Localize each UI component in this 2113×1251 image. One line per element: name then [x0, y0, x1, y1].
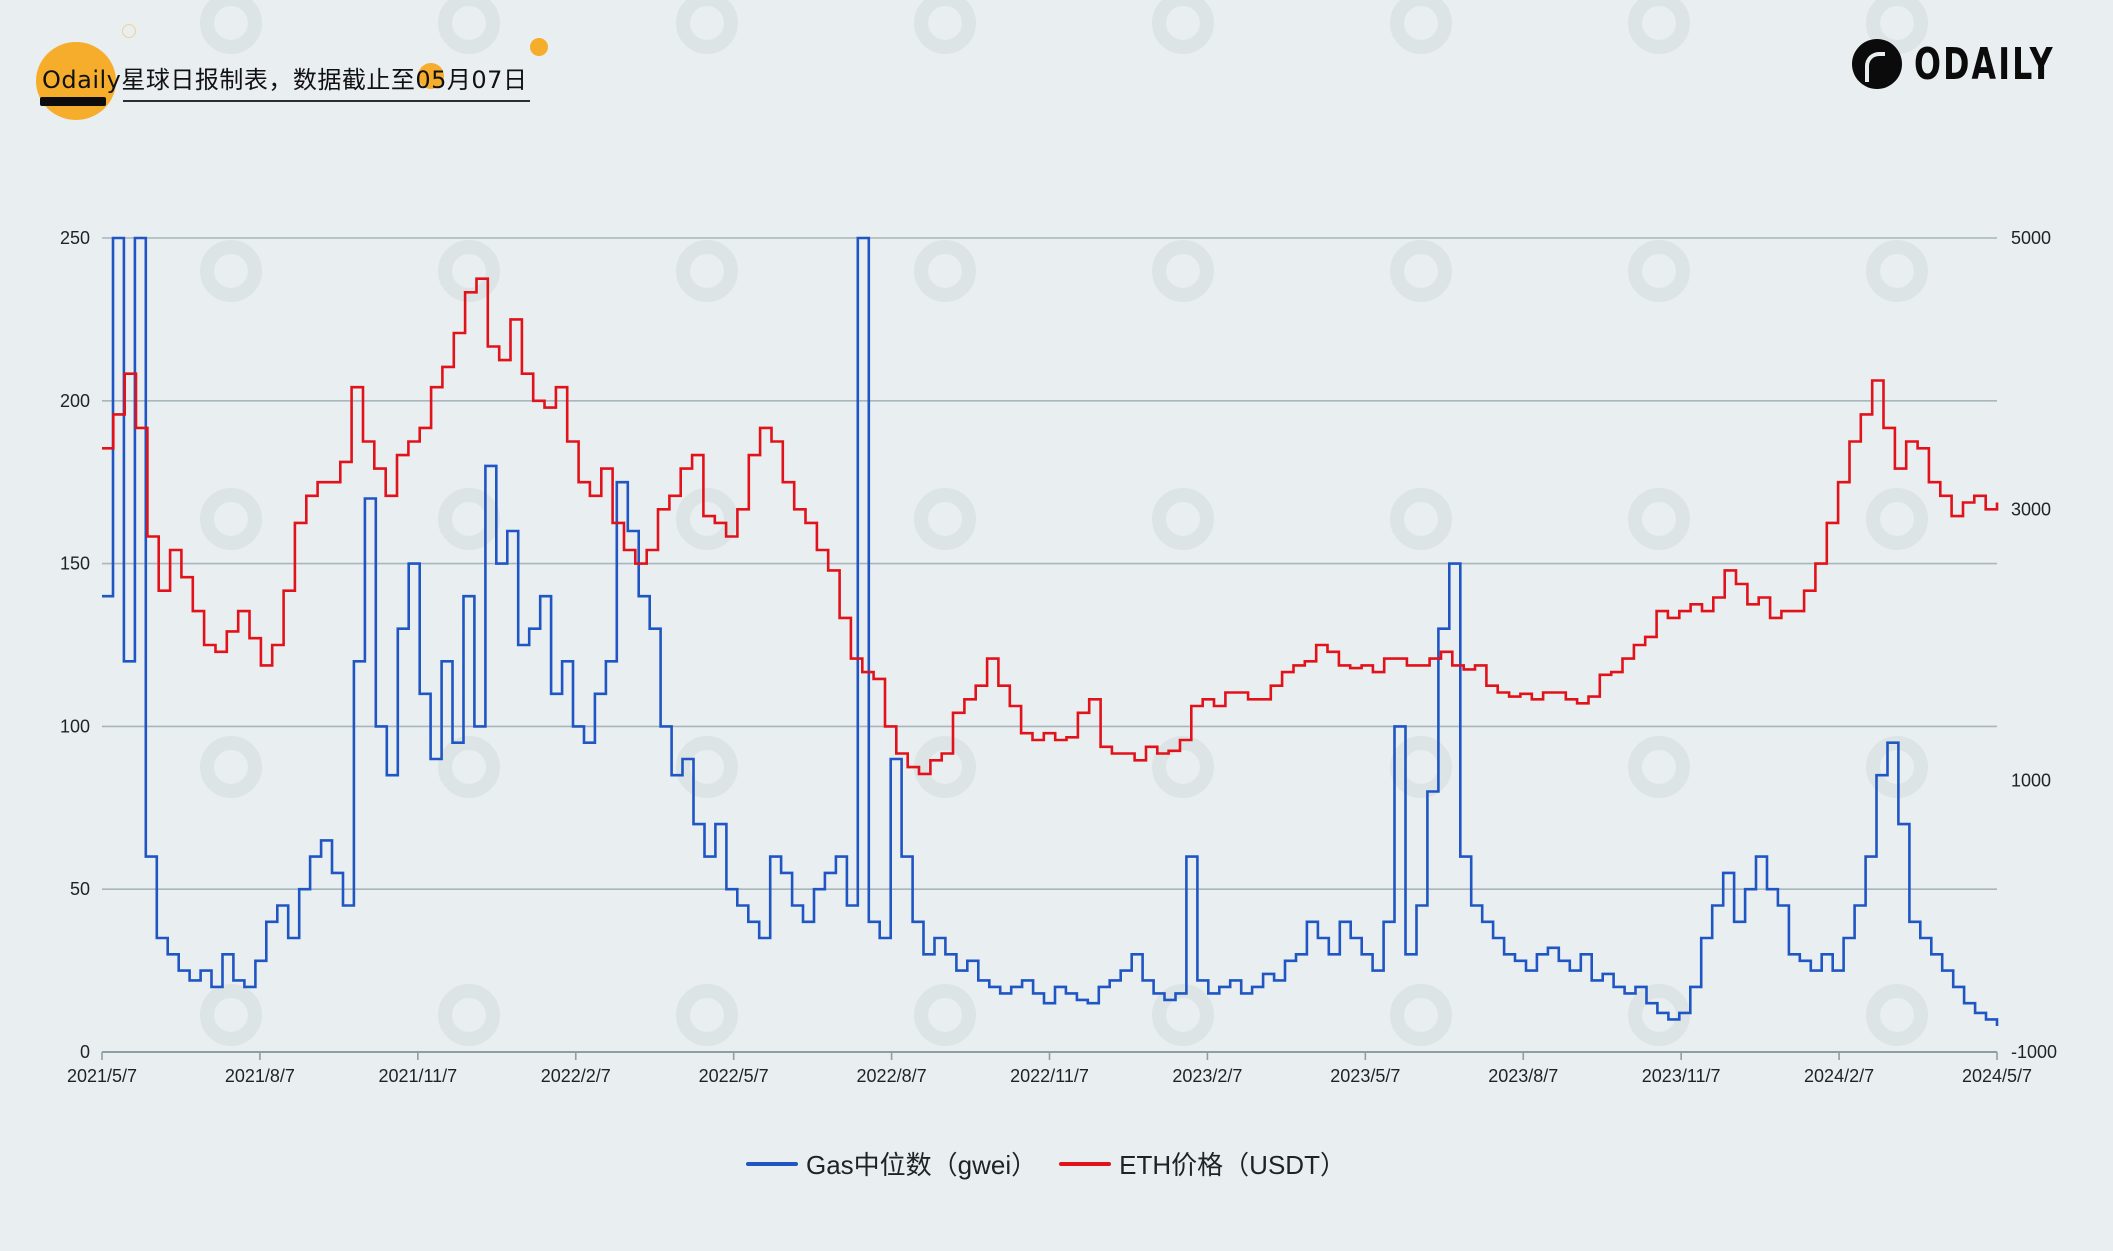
title-underline-bar: [40, 97, 106, 106]
legend-swatch-blue-icon: [746, 1161, 798, 1166]
brand-logo: ODAILY: [1852, 36, 2109, 92]
y-left-tick-label: 0: [80, 1042, 90, 1062]
chart-legend: Gas中位数（gwei） ETH价格（USDT）: [746, 1145, 1368, 1182]
gas-median-line: [102, 236, 1999, 1026]
y-left-tick-label: 100: [60, 716, 90, 736]
legend-item-gas[interactable]: Gas中位数（gwei）: [746, 1145, 1037, 1182]
y-right-tick-label: 1000: [2011, 771, 2051, 791]
x-tick-label: 2023/5/7: [1330, 1066, 1400, 1086]
x-tick-label: 2024/2/7: [1804, 1066, 1874, 1086]
decorative-ring: [122, 24, 136, 38]
x-tick-label: 2022/2/7: [541, 1066, 611, 1086]
x-tick-label: 2021/8/7: [225, 1066, 295, 1086]
legend-label-eth: ETH价格（USDT）: [1119, 1150, 1346, 1180]
y-right-tick-label: 3000: [2011, 499, 2051, 519]
legend-item-eth[interactable]: ETH价格（USDT）: [1059, 1145, 1346, 1182]
legend-swatch-red-icon: [1059, 1161, 1112, 1166]
y-left-tick-label: 50: [70, 879, 90, 899]
y-left-tick-label: 200: [60, 391, 90, 411]
decorative-orange-dot-small: [530, 38, 548, 56]
legend-label-gas: Gas中位数（gwei）: [806, 1150, 1038, 1180]
x-tick-label: 2023/11/7: [1642, 1066, 1721, 1086]
chart-header: Odaily星球日报制表，数据截止至05月07日: [0, 0, 600, 130]
brand-logo-text: ODAILY: [1914, 38, 2055, 90]
decorative-orange-dot: [418, 63, 444, 89]
y-right-tick-label: -1000: [2011, 1042, 2057, 1062]
x-tick-label: 2022/5/7: [699, 1066, 769, 1086]
title-underline: [123, 100, 530, 102]
x-tick-label: 2023/8/7: [1488, 1066, 1558, 1086]
eth-price-line: [102, 277, 1999, 776]
x-tick-label: 2022/11/7: [1010, 1066, 1089, 1086]
x-tick-label: 2024/5/7: [1962, 1066, 2032, 1086]
x-tick-label: 2022/8/7: [857, 1066, 927, 1086]
decorative-orange-blob: [36, 42, 116, 120]
odaily-logo-icon: [1852, 39, 1902, 89]
x-tick-label: 2021/5/7: [67, 1066, 137, 1086]
page-title: Odaily星球日报制表，数据截止至05月07日: [42, 66, 528, 94]
y-left-tick-label: 150: [60, 554, 90, 574]
x-tick-label: 2021/11/7: [378, 1066, 457, 1086]
y-right-tick-label: 5000: [2011, 228, 2051, 248]
x-tick-label: 2023/2/7: [1172, 1066, 1242, 1086]
y-left-tick-label: 250: [60, 228, 90, 248]
